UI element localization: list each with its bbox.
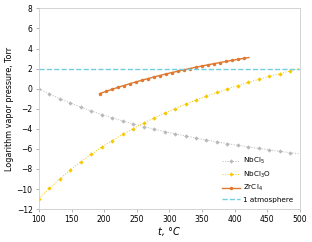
ZrCl$_4$ xyxy=(98,92,101,95)
Line: NbCl$_5$: NbCl$_5$ xyxy=(37,87,301,155)
NbCl$_5$ xyxy=(37,87,41,90)
NbCl$_3$O xyxy=(298,67,302,70)
NbCl$_3$O xyxy=(38,197,41,199)
NbCl$_5$ xyxy=(38,88,41,91)
ZrCl$_4$ xyxy=(138,79,141,82)
NbCl$_5$ xyxy=(274,149,277,152)
Legend: NbCl$_5$, NbCl$_3$O, ZrCl$_4$, 1 atmosphere: NbCl$_5$, NbCl$_3$O, ZrCl$_4$, 1 atmosph… xyxy=(219,153,296,205)
ZrCl$_4$ xyxy=(125,83,129,86)
NbCl$_3$O xyxy=(37,197,41,200)
ZrCl$_4$ xyxy=(240,57,243,60)
NbCl$_5$ xyxy=(197,137,201,140)
Line: ZrCl$_4$: ZrCl$_4$ xyxy=(98,56,251,95)
NbCl$_5$ xyxy=(298,152,302,155)
ZrCl$_4$ xyxy=(247,56,251,59)
Y-axis label: Logarithm vapor pressure, Torr: Logarithm vapor pressure, Torr xyxy=(5,47,14,171)
ZrCl$_4$ xyxy=(234,58,238,61)
NbCl$_3$O xyxy=(193,99,196,102)
NbCl$_5$ xyxy=(193,136,196,139)
NbCl$_3$O xyxy=(192,100,195,103)
NbCl$_3$O xyxy=(197,98,201,100)
ZrCl$_4$ xyxy=(104,90,107,93)
X-axis label: t, °C: t, °C xyxy=(158,227,180,237)
NbCl$_3$O xyxy=(274,73,277,76)
Line: NbCl$_3$O: NbCl$_3$O xyxy=(37,67,301,200)
NbCl$_3$O xyxy=(257,78,261,81)
ZrCl$_4$ xyxy=(107,89,110,92)
NbCl$_5$ xyxy=(257,147,261,150)
NbCl$_5$ xyxy=(192,136,195,139)
